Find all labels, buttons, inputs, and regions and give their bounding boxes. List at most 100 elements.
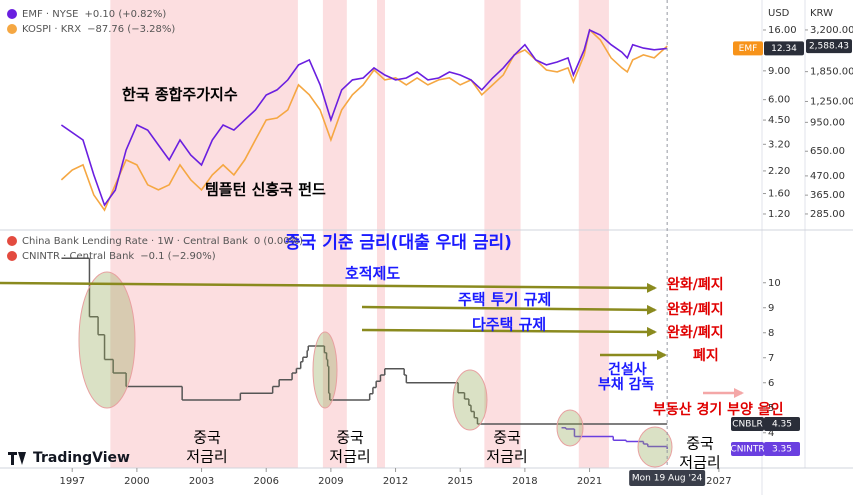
y-tick-label: 6.00: [768, 95, 790, 106]
y-tick-label: 6: [768, 378, 774, 389]
series-badge: CNBLR: [732, 420, 762, 430]
x-tick-label: 2018: [512, 476, 537, 487]
y-tick-label: 650.00: [810, 146, 845, 157]
y-tick-label: 3.20: [768, 139, 790, 150]
annotation: 다주택 규제: [472, 316, 546, 334]
highlight-ellipse: [556, 409, 584, 447]
series-badge-bg: [731, 417, 764, 431]
annotation: 부동산 경기 부양 올인: [653, 401, 784, 418]
y-tick-label: 1.60: [768, 189, 790, 200]
x-tick-label: 2021: [577, 476, 602, 487]
series-badge: EMF: [739, 44, 758, 54]
series-badge: CNINTR: [730, 445, 764, 455]
y-tick-label: 9: [768, 303, 774, 314]
y-tick-label: 470.00: [810, 171, 845, 182]
highlight-period: [377, 0, 385, 468]
last-value-badge: 3.35: [772, 445, 792, 455]
annotation: 저금리: [186, 448, 227, 466]
x-tick-label: 2012: [383, 476, 408, 487]
annotation: 폐지: [693, 348, 719, 364]
legend-change: −0.1 (−2.90%): [140, 251, 216, 262]
axis-header: KRW: [810, 8, 833, 19]
annotation: 중국: [686, 435, 714, 453]
y-tick-label: 950.00: [810, 117, 845, 128]
annotation: 주택 투기 규제: [458, 291, 551, 309]
y-tick-label: 16.00: [768, 25, 797, 36]
annotation: 저금리: [679, 454, 720, 472]
annotation: 호적제도: [345, 265, 400, 283]
x-tick-label: 2009: [318, 476, 343, 487]
legend-change: 0 (0.00%): [254, 236, 303, 247]
y-tick-label: 3,200.00: [810, 25, 853, 36]
arrow: [361, 304, 657, 315]
legend-label: EMF · NYSE: [22, 9, 79, 20]
y-tick-label: 1.20: [768, 209, 790, 220]
highlight-ellipse: [78, 271, 136, 409]
x-tick-label: 2000: [124, 476, 149, 487]
legend-icon: [7, 236, 17, 246]
crosshair-label: Mon 19 Aug '24: [632, 474, 703, 484]
y-tick-label: 5: [768, 403, 774, 414]
last-value-badge: 2,588.43: [809, 42, 849, 52]
legend-icon: [7, 24, 17, 34]
annotation: 중국 기준 금리(대출 우대 금리): [285, 233, 512, 253]
x-tick-label: 2015: [447, 476, 472, 487]
highlight-period: [322, 0, 347, 468]
series-badge-bg: [731, 442, 764, 456]
annotation: 부채 감독: [598, 376, 655, 393]
last-value-badge: 12.34: [771, 44, 797, 54]
annotation: 템플턴 신흥국 펀드: [205, 181, 326, 199]
highlight-ellipse: [637, 426, 673, 468]
last-value-badge-bg: [806, 39, 852, 54]
legend-label: KOSPI · KRX: [22, 24, 81, 35]
y-tick-label: 10: [768, 278, 781, 289]
annotation: 완화/폐지: [667, 325, 724, 341]
annotation: 중국: [193, 429, 221, 447]
highlight-period: [110, 0, 298, 468]
x-tick-label: 2027: [706, 476, 731, 487]
y-tick-label: 2.20: [768, 166, 790, 177]
highlight-ellipse: [452, 369, 488, 431]
annotation: 저금리: [329, 448, 370, 466]
y-tick-label: 9.00: [768, 66, 790, 77]
series-line: [60, 28, 668, 212]
last-value-badge-bg: [764, 417, 800, 431]
x-tick-label: 2003: [189, 476, 214, 487]
legend-change: −87.76 (−3.28%): [87, 24, 175, 35]
highlight-period: [578, 0, 609, 468]
annotation: 저금리: [486, 448, 527, 466]
annotation: 중국: [336, 429, 364, 447]
x-tick-label: 2006: [253, 476, 278, 487]
arrow: [0, 281, 657, 293]
last-value-badge-bg: [764, 41, 804, 56]
axis-header: USD: [768, 8, 790, 19]
legend-label: China Bank Lending Rate · 1W · Central B…: [22, 236, 248, 247]
annotation: 완화/폐지: [667, 277, 724, 293]
last-value-badge: 4.35: [772, 420, 792, 430]
y-tick-label: 285.00: [810, 209, 845, 220]
x-tick-label: 1997: [59, 476, 84, 487]
legend-icon: [7, 9, 17, 19]
background-layer: [110, 0, 609, 468]
y-tick-label: 365.00: [810, 190, 845, 201]
y-tick-label: 1,850.00: [810, 67, 853, 78]
highlight-ellipse: [312, 331, 338, 409]
marks-layer: [60, 28, 668, 449]
legend-change: +0.10 (+0.82%): [85, 9, 167, 20]
y-tick-label: 4: [768, 428, 774, 439]
y-tick-label: 7: [768, 353, 774, 364]
brand: TradingView: [33, 450, 130, 466]
arrow: [361, 326, 657, 337]
series-badge-bg: [733, 41, 763, 56]
highlight-period: [484, 0, 521, 468]
annotation: 건설사: [608, 361, 647, 378]
y-tick-label: 4.50: [768, 115, 790, 126]
annotation: 중국: [493, 429, 521, 447]
y-tick-label: 8: [768, 328, 774, 339]
annotation: 완화/폐지: [667, 302, 724, 318]
brand-logo: [8, 452, 26, 465]
legend-icon: [7, 251, 17, 261]
